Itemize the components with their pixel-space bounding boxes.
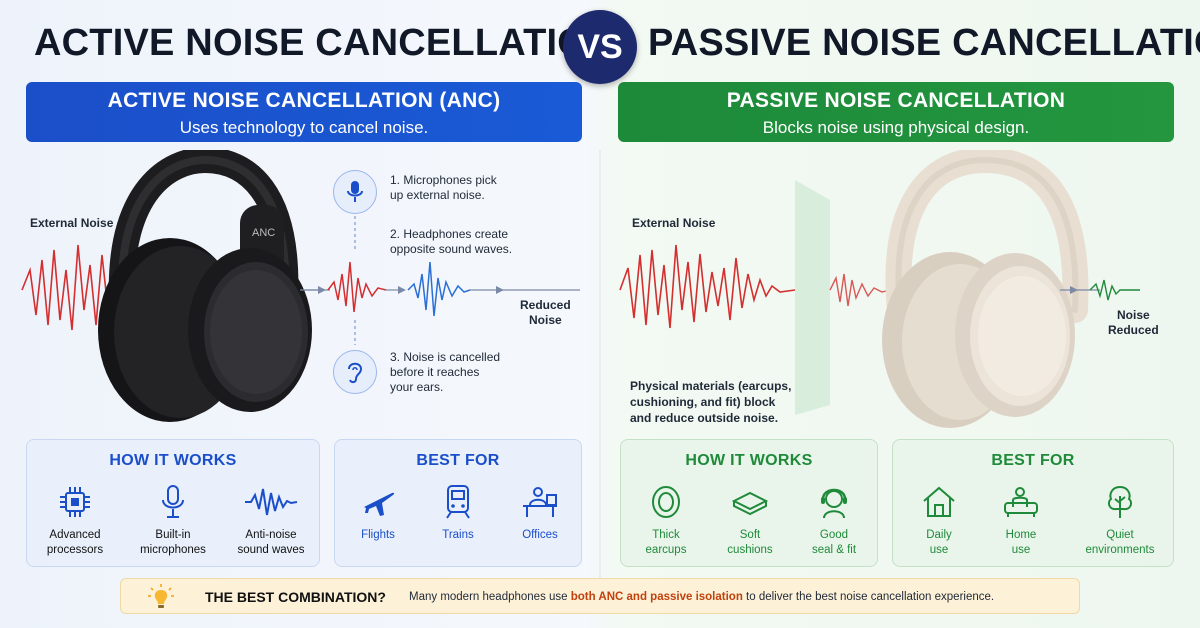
pnc-banner-subtitle: Blocks noise using physical design. [762, 118, 1030, 137]
ear-icon [333, 350, 377, 394]
best-combination-title: THE BEST COMBINATION? [205, 589, 386, 605]
pnc-item-seal-fit: Good seal & fit [789, 482, 879, 558]
anc-banner-subtitle: Uses technology to cancel noise. [179, 118, 429, 137]
pnc-banner-title: PASSIVE NOISE CANCELLATION [726, 89, 1066, 112]
best-combination-text: Many modern headphones use both ANC and … [409, 591, 995, 603]
anc-reduced-noise-label: Reduced Noise [520, 298, 571, 327]
pnc-diagram [619, 150, 1140, 428]
anc-step-3: 3. Noise is cancelled before it reaches yo… [390, 350, 501, 394]
center-divider [599, 150, 601, 580]
pnc-barrier-panel [795, 180, 830, 415]
anc-mic-picked-wave [327, 261, 387, 313]
anc-banner: ACTIVE NOISE CANCELLATION (ANC) Uses tec… [26, 82, 582, 142]
pnc-beige-headphones [882, 150, 1089, 428]
anc-main-title: ACTIVE NOISE CANCELLATION [34, 22, 615, 64]
anc-best-for-title: BEST FOR [416, 452, 500, 469]
pnc-best-for-title: BEST FOR [991, 452, 1075, 469]
microphone-icon [125, 482, 221, 522]
anc-item-processors: Advanced processors [27, 482, 123, 558]
anc-diagram: ANC [21, 150, 580, 422]
anc-antinoise-wave [407, 261, 471, 317]
pnc-external-noise-wave [619, 244, 796, 329]
anc-headphone-mark: ANC [252, 227, 275, 239]
anc-best-flights: Flights [335, 482, 421, 543]
vs-badge: VS [563, 10, 637, 84]
train-icon [415, 482, 501, 522]
anc-banner-title: ACTIVE NOISE CANCELLATION (ANC) [107, 89, 501, 112]
office-desk-icon [497, 482, 583, 522]
head-fit-icon [789, 482, 879, 522]
pnc-main-title: PASSIVE NOISE CANCELLATION [648, 22, 1200, 64]
anc-step-2: 2. Headphones create opposite sound waves… [390, 227, 513, 256]
lightbulb-icon [147, 583, 175, 616]
pnc-reduced-noise-wave [1089, 279, 1140, 301]
pnc-best-home: Home use [975, 482, 1067, 558]
cushion-icon [705, 482, 795, 522]
home-sofa-icon [975, 482, 1067, 522]
anc-best-trains: Trains [415, 482, 501, 543]
best-combination-bar: THE BEST COMBINATION? Many modern headph… [120, 578, 1080, 614]
pnc-item-earcups: Thick earcups [621, 482, 711, 558]
pnc-best-for-panel: BEST FOR Daily use Home use Quiet environme… [892, 439, 1174, 567]
anc-best-offices: Offices [497, 482, 583, 543]
anc-item-microphones: Built-in microphones [125, 482, 221, 558]
processor-chip-icon [27, 482, 123, 522]
pnc-item-cushions: Soft cushions [705, 482, 795, 558]
earcup-icon [621, 482, 711, 522]
pnc-best-daily: Daily use [893, 482, 985, 558]
pnc-how-it-works-title: HOW IT WORKS [685, 452, 813, 469]
anc-item-antinoise-waves: Anti-noise sound waves [223, 482, 319, 558]
pnc-physical-materials-note: Physical materials (earcups, cushioning,… [630, 379, 792, 425]
anc-step-1: 1. Microphones pick up external noise. [390, 173, 497, 202]
pnc-best-quiet: Quiet environments [1065, 482, 1175, 558]
anc-how-it-works-panel: HOW IT WORKS Advanced processors Built-in… [26, 439, 320, 567]
sound-wave-icon [223, 482, 319, 522]
anc-external-noise-label: External Noise [30, 216, 114, 230]
house-icon [893, 482, 985, 522]
anc-black-headphones: ANC [98, 150, 312, 422]
airplane-icon [335, 482, 421, 522]
pnc-banner: PASSIVE NOISE CANCELLATION Blocks noise … [618, 82, 1174, 142]
pnc-reduced-noise-label: Noise Reduced [1108, 308, 1159, 337]
tree-icon [1065, 482, 1175, 522]
pnc-how-it-works-panel: HOW IT WORKS Thick earcups Soft cushions G… [620, 439, 878, 567]
anc-best-for-panel: BEST FOR Flights Trains Offices [334, 439, 582, 567]
microphone-icon [333, 170, 377, 214]
pnc-external-noise-label: External Noise [632, 216, 716, 230]
anc-how-it-works-title: HOW IT WORKS [109, 452, 237, 469]
